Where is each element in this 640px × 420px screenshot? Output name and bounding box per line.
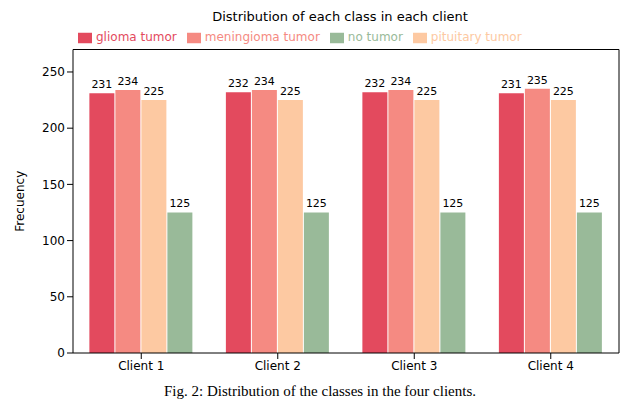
svg-text:150: 150 <box>42 178 65 192</box>
svg-text:125: 125 <box>306 197 327 210</box>
svg-text:232: 232 <box>228 77 249 90</box>
svg-text:0: 0 <box>57 346 65 360</box>
svg-text:100: 100 <box>42 234 65 248</box>
svg-text:225: 225 <box>143 85 164 98</box>
svg-text:234: 234 <box>390 75 411 88</box>
html-text:pituitary tumor: pituitary tumor <box>430 30 522 44</box>
svg-text:Client 3: Client 3 <box>391 359 437 373</box>
svg-text:231: 231 <box>91 78 112 91</box>
svg-text:234: 234 <box>117 75 138 88</box>
svg-text:50: 50 <box>50 290 65 304</box>
svg-text:231: 231 <box>501 78 522 91</box>
svg-text:225: 225 <box>416 85 437 98</box>
svg-text:225: 225 <box>553 85 574 98</box>
html-text:meningioma tumor: meningioma tumor <box>204 30 320 44</box>
html-text:glioma tumor: glioma tumor <box>96 30 177 44</box>
svg-text:225: 225 <box>280 85 301 98</box>
svg-text:Client 2: Client 2 <box>255 359 301 373</box>
svg-text:250: 250 <box>42 65 65 79</box>
html-text:no tumor: no tumor <box>347 30 403 44</box>
svg-text:235: 235 <box>527 74 548 87</box>
svg-text:Frecuency: Frecuency <box>13 171 27 232</box>
html-text:Distribution of each class in: Distribution of each class in each clien… <box>212 9 468 24</box>
svg-text:125: 125 <box>579 197 600 210</box>
svg-text:232: 232 <box>364 77 385 90</box>
html-text:Fig. 2: Distribution of the cl: Fig. 2: Distribution of the classes in t… <box>164 383 476 399</box>
svg-text:200: 200 <box>42 121 65 135</box>
svg-text:234: 234 <box>254 75 275 88</box>
svg-text:125: 125 <box>169 197 190 210</box>
svg-text:Client 4: Client 4 <box>528 359 574 373</box>
svg-text:Client 1: Client 1 <box>118 359 164 373</box>
svg-text:125: 125 <box>442 197 463 210</box>
